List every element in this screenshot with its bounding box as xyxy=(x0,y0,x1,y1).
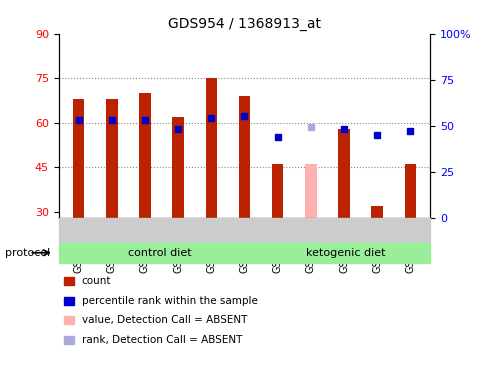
Bar xyxy=(73,99,84,218)
Title: GDS954 / 1368913_at: GDS954 / 1368913_at xyxy=(168,17,320,32)
Bar xyxy=(205,78,217,218)
Text: control diet: control diet xyxy=(128,248,191,258)
Bar xyxy=(238,96,250,218)
Bar xyxy=(338,129,349,217)
Bar xyxy=(371,206,382,218)
Text: count: count xyxy=(81,276,111,286)
Text: value, Detection Call = ABSENT: value, Detection Call = ABSENT xyxy=(81,315,246,325)
Bar xyxy=(404,164,415,218)
Bar xyxy=(106,99,117,218)
Bar xyxy=(172,117,183,218)
Text: rank, Detection Call = ABSENT: rank, Detection Call = ABSENT xyxy=(81,335,242,345)
Bar xyxy=(271,164,283,218)
Text: protocol: protocol xyxy=(5,248,50,258)
Bar xyxy=(139,93,150,218)
Text: percentile rank within the sample: percentile rank within the sample xyxy=(81,296,257,306)
Bar xyxy=(305,164,316,218)
Text: ketogenic diet: ketogenic diet xyxy=(305,248,385,258)
